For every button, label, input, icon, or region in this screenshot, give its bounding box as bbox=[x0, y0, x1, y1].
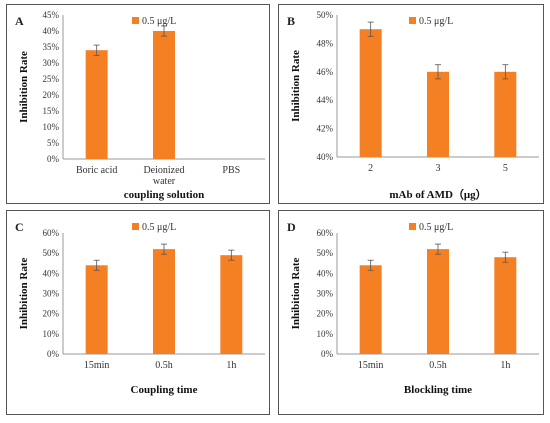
y-axis-title: Inhibition Rate bbox=[290, 50, 302, 122]
y-tick-label: 25% bbox=[43, 74, 60, 84]
y-tick-label: 5% bbox=[47, 138, 60, 148]
bar bbox=[85, 265, 108, 354]
legend-swatch bbox=[132, 223, 139, 230]
x-axis-title: Coupling time bbox=[131, 384, 198, 396]
chart-panel-a: A 0% 5% 10% 15% 20% 25% 30% 35% 40% 45% Boric acid D… bbox=[6, 4, 270, 204]
y-tick-label: 45% bbox=[43, 10, 60, 20]
x-tick-label: 1h bbox=[500, 360, 510, 371]
y-tick-label: 30% bbox=[43, 289, 60, 299]
legend-label: 0.5 μg/L bbox=[419, 222, 453, 233]
legend-swatch bbox=[132, 17, 139, 24]
y-tick-label: 20% bbox=[43, 90, 60, 100]
bar bbox=[153, 31, 175, 159]
bar bbox=[494, 257, 517, 354]
legend-label: 0.5 μg/L bbox=[142, 222, 176, 233]
bar bbox=[220, 255, 243, 354]
y-tick-label: 44% bbox=[317, 95, 334, 105]
bar bbox=[359, 29, 382, 158]
y-tick-label: 50% bbox=[317, 248, 334, 258]
y-tick-label: 50% bbox=[317, 10, 334, 20]
bar bbox=[153, 249, 175, 354]
y-tick-label: 15% bbox=[43, 106, 60, 116]
bar bbox=[85, 50, 108, 160]
x-tick-label: 5 bbox=[503, 163, 508, 174]
y-tick-label: 35% bbox=[43, 42, 60, 52]
y-tick-label: 30% bbox=[317, 289, 334, 299]
x-tick-label: water bbox=[153, 176, 176, 187]
x-axis-title: Blockling time bbox=[404, 384, 472, 396]
y-tick-label: 46% bbox=[317, 67, 334, 77]
x-axis-title: mAb of AMD（μg） bbox=[389, 188, 486, 201]
chart-svg: B 40% 42% 44% 46% 48% 50% 2 3 5 0.5 μg/L mAb of AMD… bbox=[287, 10, 539, 201]
chart-panel-b: B 40% 42% 44% 46% 48% 50% 2 3 5 0.5 μg/L mAb of AMD… bbox=[278, 4, 544, 204]
bar bbox=[359, 265, 382, 354]
y-tick-label: 0% bbox=[321, 349, 334, 359]
y-tick-label: 60% bbox=[43, 228, 60, 238]
panel-letter: C bbox=[15, 220, 24, 234]
chart-svg: A 0% 5% 10% 15% 20% 25% 30% 35% 40% 45% Boric acid D… bbox=[15, 10, 265, 201]
y-tick-label: 20% bbox=[317, 309, 334, 319]
bar bbox=[494, 71, 517, 157]
x-tick-label: 15min bbox=[84, 360, 110, 371]
y-tick-label: 10% bbox=[317, 329, 334, 339]
y-tick-label: 42% bbox=[317, 124, 334, 134]
chart-svg: D 0% 10% 20% 30% 40% 50% 60% 15min 0.5h 1h 0.5 μg/L… bbox=[287, 220, 539, 396]
y-tick-label: 20% bbox=[43, 309, 60, 319]
x-tick-label: 2 bbox=[368, 163, 373, 174]
x-tick-label: 3 bbox=[436, 163, 441, 174]
y-axis-title: Inhibition Rate bbox=[18, 51, 30, 123]
legend-label: 0.5 μg/L bbox=[142, 16, 176, 27]
y-axis-title: Inhibition Rate bbox=[290, 257, 302, 329]
y-tick-label: 48% bbox=[317, 38, 334, 48]
x-tick-label: 1h bbox=[226, 360, 236, 371]
panel-letter: A bbox=[15, 14, 24, 28]
x-tick-label: 0.5h bbox=[155, 360, 173, 371]
y-tick-label: 40% bbox=[43, 26, 60, 36]
y-tick-label: 40% bbox=[43, 268, 60, 278]
y-tick-label: 0% bbox=[47, 349, 60, 359]
chart-panel-c: C 0% 10% 20% 30% 40% 50% 60% 15min 0.5h 1h 0.5 μg/L… bbox=[6, 210, 270, 415]
bar bbox=[427, 249, 449, 354]
y-axis-title: Inhibition Rate bbox=[18, 257, 30, 329]
x-tick-label: 0.5h bbox=[429, 360, 447, 371]
panel-letter: D bbox=[287, 220, 296, 234]
y-tick-label: 60% bbox=[317, 228, 334, 238]
chart-panel-d: D 0% 10% 20% 30% 40% 50% 60% 15min 0.5h 1h 0.5 μg/L… bbox=[278, 210, 544, 415]
y-tick-label: 50% bbox=[43, 248, 60, 258]
x-tick-label: Deionized bbox=[143, 165, 184, 176]
panel-letter: B bbox=[287, 14, 295, 28]
x-tick-label: Boric acid bbox=[76, 165, 117, 176]
y-tick-label: 10% bbox=[43, 122, 60, 132]
x-tick-label: 15min bbox=[358, 360, 384, 371]
legend-swatch bbox=[409, 223, 416, 230]
y-tick-label: 10% bbox=[43, 329, 60, 339]
y-tick-label: 30% bbox=[43, 58, 60, 68]
y-tick-label: 40% bbox=[317, 268, 334, 278]
x-tick-label: PBS bbox=[222, 165, 240, 176]
legend-swatch bbox=[409, 17, 416, 24]
bar bbox=[427, 71, 449, 157]
x-axis-title: coupling solution bbox=[124, 189, 204, 201]
legend-label: 0.5 μg/L bbox=[419, 16, 453, 27]
y-tick-label: 40% bbox=[317, 152, 334, 162]
y-tick-label: 0% bbox=[47, 154, 60, 164]
chart-svg: C 0% 10% 20% 30% 40% 50% 60% 15min 0.5h 1h 0.5 μg/L… bbox=[15, 220, 265, 396]
